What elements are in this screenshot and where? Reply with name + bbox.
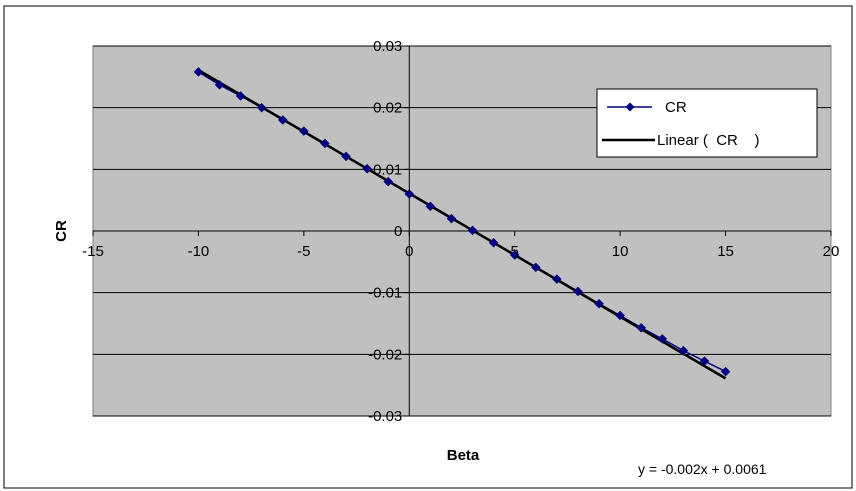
cr-data-point (446, 213, 457, 224)
cr-data-point (615, 310, 625, 321)
y-tick-label: 0.03 (373, 38, 402, 55)
x-tick-label: 20 (823, 243, 840, 260)
cr-data-point (214, 79, 225, 90)
cr-data-point (277, 115, 288, 125)
x-tick-label: 0 (405, 243, 413, 260)
legend-cr-label: CR (665, 99, 687, 116)
cr-data-point (341, 151, 351, 162)
cr-data-point (678, 345, 689, 356)
cr-data-point (530, 262, 541, 273)
y-tick-labels: 0.03 0.02 0.01 0 -0.01 -0.02 -0.03 (368, 38, 402, 425)
cr-data-point (467, 225, 478, 236)
legend-box (596, 88, 818, 158)
y-tick-label: -0.03 (368, 408, 402, 425)
x-tick-label: 15 (717, 243, 734, 260)
cr-data-point (425, 201, 436, 212)
cr-data-point (404, 189, 415, 199)
cr-data-point (383, 176, 394, 187)
x-tick-label: -10 (188, 243, 210, 260)
y-tick-label: -0.02 (368, 346, 402, 363)
cr-data-point (657, 334, 668, 344)
cr-data-point (594, 298, 604, 309)
trendline-equation: y = -0.002x + 0.0061 (638, 461, 767, 477)
y-tick-label: 0.02 (373, 100, 402, 117)
cr-data-point (299, 126, 309, 136)
series-layer (193, 67, 731, 380)
cr-data-point (509, 250, 520, 260)
cr-data-point (235, 91, 246, 101)
cr-data-point (320, 138, 330, 149)
cr-data-point (488, 237, 499, 248)
cr-data-point (256, 102, 267, 113)
y-axis-title: CR (53, 220, 70, 242)
legend-cr-marker (625, 102, 635, 112)
cr-data-point (573, 286, 583, 297)
legend: CR Linear ( CR ) (596, 88, 818, 158)
x-tick-label: 10 (612, 243, 629, 260)
x-axis-title: Beta (447, 447, 480, 464)
y-tick-label: 0 (394, 223, 402, 240)
cr-data-point (552, 274, 562, 284)
x-tick-label: -15 (82, 243, 104, 260)
x-tick-label: -5 (297, 243, 310, 260)
cr-data-point (636, 322, 647, 333)
y-tick-label: -0.01 (368, 285, 402, 302)
axes (92, 45, 832, 417)
cr-data-point (362, 163, 372, 174)
y-tick-label: 0.01 (373, 161, 402, 178)
cr-data-point (699, 356, 710, 366)
cr-data-point (720, 366, 731, 377)
cr-data-point (193, 67, 204, 77)
legend-trend-label: Linear ( CR ) (657, 132, 760, 149)
